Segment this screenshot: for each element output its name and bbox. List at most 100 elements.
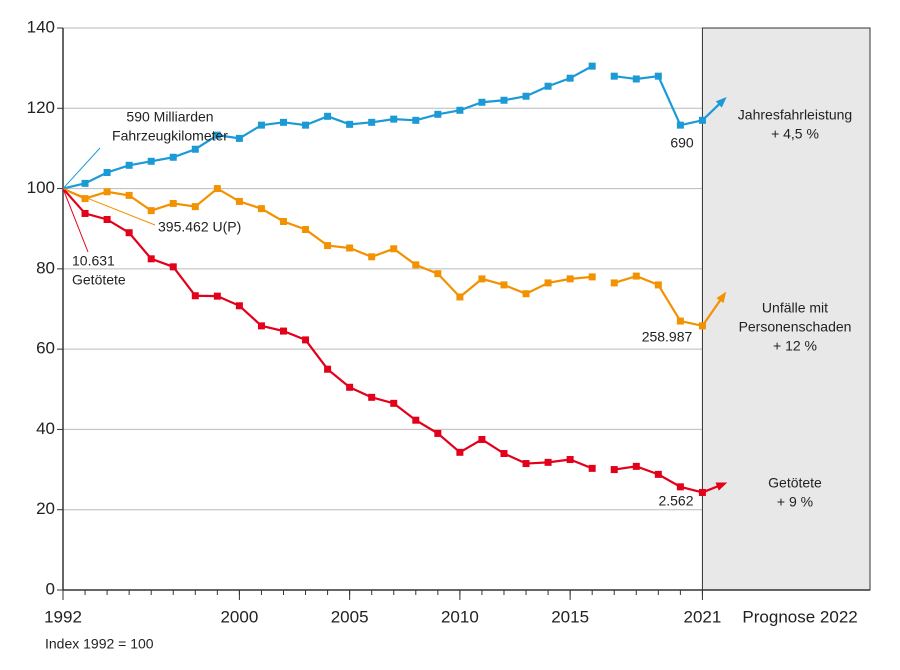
point [279,217,287,225]
point [610,279,618,287]
point [390,399,398,407]
leader-line [62,188,156,226]
series-label: Unfälle mit [762,300,828,316]
arrow-head [715,482,728,491]
point [412,416,420,424]
point [566,456,574,464]
point [522,460,530,468]
point [169,263,177,271]
point [632,75,640,83]
point [213,185,221,193]
point [324,242,332,250]
point [544,82,552,90]
point [676,483,684,491]
point [610,466,618,474]
point [169,153,177,161]
point [478,98,486,106]
point [412,261,420,269]
point [125,229,133,237]
point [390,115,398,123]
point [588,273,596,281]
point [346,383,354,391]
point [302,121,310,129]
point [147,255,155,263]
point [213,292,221,300]
point [654,470,662,478]
y-tick-label: 40 [36,419,55,438]
point [103,188,111,196]
point [302,226,310,234]
point [390,245,398,253]
point [654,281,662,289]
point [676,121,684,129]
y-tick-label: 20 [36,499,55,518]
point [434,110,442,118]
series-label: Jahresfahrleistung [738,107,852,123]
end-label: 258.987 [642,329,693,345]
point [213,131,221,139]
point [302,336,310,344]
point [346,244,354,252]
point [610,72,618,80]
point [654,72,662,80]
point [257,205,265,213]
point [257,322,265,330]
x-tick-label: 2010 [441,607,479,626]
start-label: 590 Milliarden [126,109,213,125]
y-tick-label: 140 [27,17,55,36]
series-line [62,187,703,327]
point [169,199,177,207]
point [125,191,133,199]
point [368,253,376,261]
point [456,293,464,301]
point [632,272,640,280]
start-label: Fahrzeugkilometer [112,128,228,144]
point [522,290,530,298]
point [544,458,552,466]
point [125,161,133,169]
y-tick-label: 60 [36,339,55,358]
note: Index 1992 = 100 [45,636,154,652]
x-tick-label: 1992 [44,607,82,626]
point [500,96,508,104]
x-tick-label: 2000 [220,607,258,626]
point [191,145,199,153]
point [279,118,287,126]
point [456,106,464,114]
start-label: Getötete [72,272,126,288]
point [235,134,243,142]
start-label: 10.631 [72,253,115,269]
point [478,435,486,443]
leader-line [62,147,101,189]
point [103,215,111,223]
y-tick-label: 0 [46,579,55,598]
point [412,116,420,124]
point [522,92,530,100]
point [235,197,243,205]
point [500,281,508,289]
point [279,327,287,335]
point [191,292,199,300]
x-tick-label: 2021 [684,607,722,626]
end-label: 690 [670,135,694,151]
arrow-head [715,96,727,108]
point [103,169,111,177]
point [588,464,596,472]
point [566,275,574,283]
change-label: + 4,5 % [771,126,819,142]
point [324,112,332,120]
end-label: 2.562 [658,493,693,509]
point [324,365,332,373]
point [147,207,155,215]
point [434,429,442,437]
point [676,317,684,325]
x-tick-label: 2015 [551,607,589,626]
y-tick-label: 120 [27,98,55,117]
point [257,121,265,129]
point [368,393,376,401]
point [434,270,442,278]
point [81,195,89,203]
point [368,118,376,126]
point [346,120,354,128]
